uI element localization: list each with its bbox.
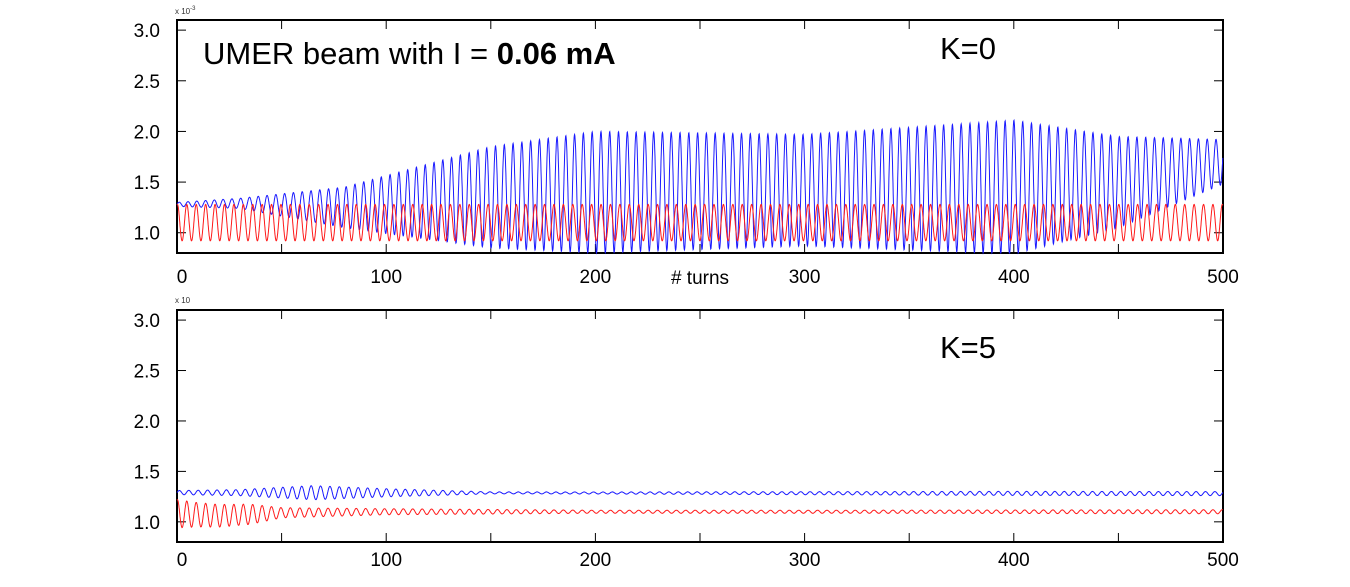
bottom-ticks <box>176 310 1224 542</box>
x-tick-label: 0 <box>177 550 188 571</box>
y-tick-label: 1.5 <box>134 462 160 483</box>
top-annotation: UMER beam with I = 0.06 mA <box>203 36 616 71</box>
series-line-red <box>176 203 1224 242</box>
bottom-plot-frame <box>176 309 1224 543</box>
y-tick-label: 3.0 <box>134 21 160 42</box>
x-tick-label: 200 <box>580 267 612 288</box>
x-tick-label: 500 <box>1207 267 1239 288</box>
y-tick-label: 3.0 <box>134 311 160 332</box>
x-tick-label: 300 <box>789 550 821 571</box>
x-tick-label: 0 <box>177 267 188 288</box>
series-line-blue <box>176 485 1224 501</box>
x-tick-label: 100 <box>370 267 402 288</box>
x-tick-label: 100 <box>370 550 402 571</box>
y-tick-label: 1.5 <box>134 173 160 194</box>
top-x-tick-labels: 0 100 200 300 400 500 <box>177 267 1239 288</box>
x-axis-label: # turns <box>671 268 729 289</box>
top-series <box>176 118 1224 255</box>
bottom-panel: 0 100 200 300 400 500 1.0 1.5 2.0 2.5 3.0 x 10 K=… <box>134 296 1239 571</box>
x-tick-label: 400 <box>998 267 1030 288</box>
bottom-y-exponent: x 10 <box>175 296 191 305</box>
y-tick-label: 2.5 <box>134 362 160 383</box>
top-k-label: K=0 <box>940 31 996 66</box>
x-tick-label: 500 <box>1207 550 1239 571</box>
y-tick-label: 2.5 <box>134 72 160 93</box>
top-y-tick-labels: 1.0 1.5 2.0 2.5 3.0 <box>134 21 160 245</box>
bottom-series <box>176 485 1224 529</box>
y-tick-label: 1.0 <box>134 224 160 245</box>
x-tick-label: 300 <box>789 267 821 288</box>
top-y-exponent: x 10-3 <box>175 6 196 16</box>
series-line-red <box>176 499 1224 529</box>
x-tick-label: 400 <box>998 550 1030 571</box>
series-line-blue <box>176 118 1224 255</box>
y-tick-label: 2.0 <box>134 122 160 143</box>
top-ticks <box>176 20 1224 253</box>
x-tick-label: 200 <box>580 550 612 571</box>
top-panel: 0 100 200 300 400 500 1.01.52.02.53.0 x 10-3 … <box>134 6 1239 289</box>
bottom-y-tick-labels: 1.0 1.5 2.0 2.5 3.0 <box>134 311 160 534</box>
y-tick-label: 2.0 <box>134 412 160 433</box>
y-tick-label: 1.0 <box>134 513 160 534</box>
bottom-k-label: K=5 <box>940 330 996 365</box>
bottom-x-tick-labels: 0 100 200 300 400 500 <box>177 550 1239 571</box>
